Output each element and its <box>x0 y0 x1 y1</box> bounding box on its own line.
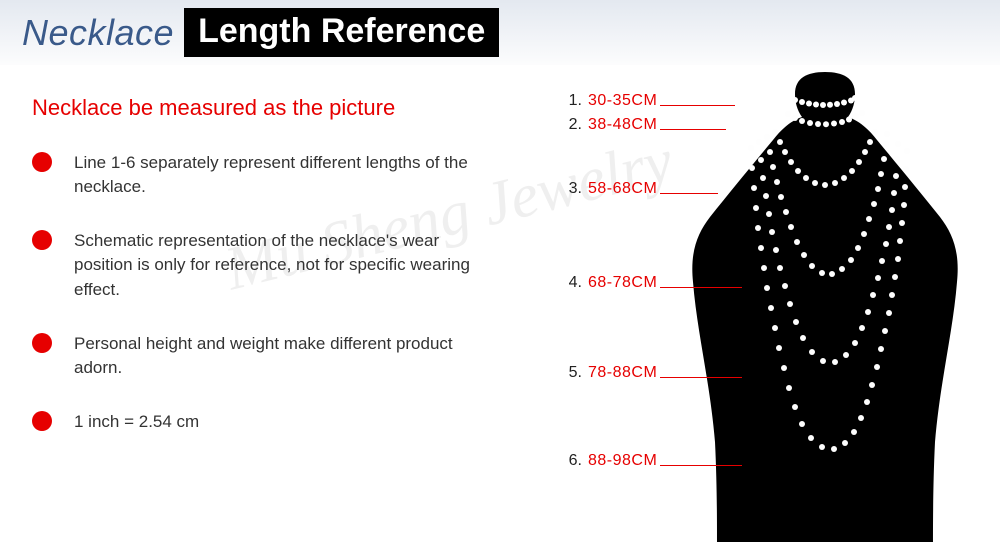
leader-line <box>660 105 735 106</box>
length-number: 1. <box>560 92 582 110</box>
diagram-column: 1. 30-35CM 2. 38-48CM 3. 58-68CM 4. 68-78CM 5. 78… <box>560 72 980 542</box>
leader-line <box>660 129 726 130</box>
bullet-dot-icon <box>32 230 52 250</box>
length-number: 5. <box>560 364 582 382</box>
length-range: 30-35CM <box>588 92 657 110</box>
length-range: 78-88CM <box>588 364 657 382</box>
length-number: 6. <box>560 452 582 470</box>
leader-line <box>660 377 742 378</box>
length-range: 88-98CM <box>588 452 657 470</box>
bullet-dot-icon <box>32 152 52 172</box>
header-bar: Necklace Length Reference <box>0 0 1000 65</box>
length-label-row: 6. 88-98CM <box>560 452 742 470</box>
leader-line <box>660 287 742 288</box>
leader-line <box>660 193 718 194</box>
length-label-row: 1. 30-35CM <box>560 92 735 110</box>
length-number: 2. <box>560 116 582 134</box>
title-word-necklace: Necklace <box>22 12 174 54</box>
bullet-text: 1 inch = 2.54 cm <box>74 410 199 434</box>
length-range: 58-68CM <box>588 180 657 198</box>
mannequin-diagram <box>675 72 975 542</box>
length-label-row: 3. 58-68CM <box>560 180 718 198</box>
bullet-row: Line 1-6 separately represent different … <box>32 151 502 199</box>
subtitle: Necklace be measured as the picture <box>32 95 502 121</box>
description-column: Necklace be measured as the picture Line… <box>32 95 502 464</box>
bullet-row: 1 inch = 2.54 cm <box>32 410 502 434</box>
length-label-row: 4. 68-78CM <box>560 274 742 292</box>
length-range: 68-78CM <box>588 274 657 292</box>
length-label-row: 2. 38-48CM <box>560 116 726 134</box>
leader-line <box>660 465 742 466</box>
bullet-text: Personal height and weight make differen… <box>74 332 502 380</box>
bullet-dot-icon <box>32 333 52 353</box>
length-label-row: 5. 78-88CM <box>560 364 742 382</box>
bullet-dot-icon <box>32 411 52 431</box>
bullet-text: Schematic representation of the necklace… <box>74 229 502 301</box>
length-number: 4. <box>560 274 582 292</box>
length-range: 38-48CM <box>588 116 657 134</box>
bullet-row: Schematic representation of the necklace… <box>32 229 502 301</box>
bullet-text: Line 1-6 separately represent different … <box>74 151 502 199</box>
title-box-length-reference: Length Reference <box>184 8 499 57</box>
length-number: 3. <box>560 180 582 198</box>
bullet-row: Personal height and weight make differen… <box>32 332 502 380</box>
